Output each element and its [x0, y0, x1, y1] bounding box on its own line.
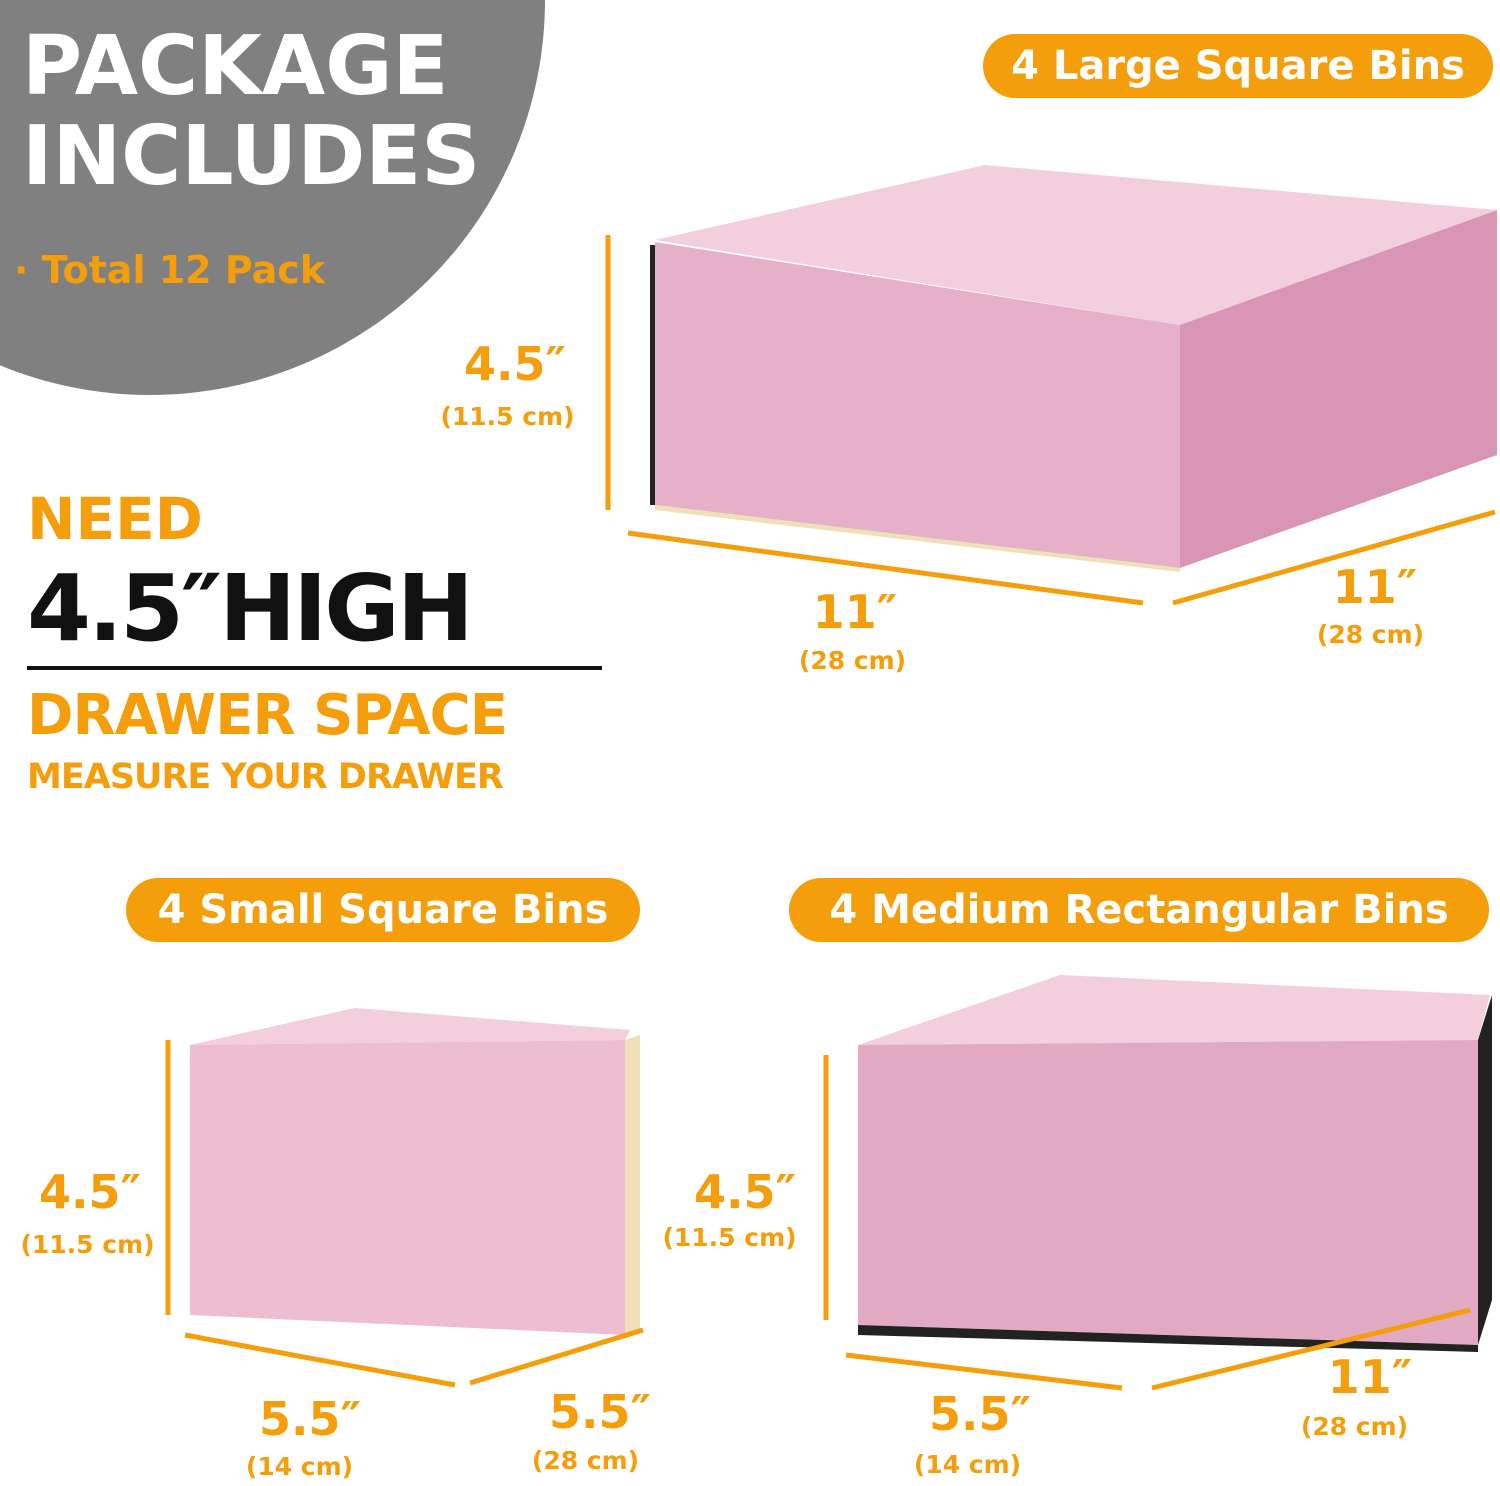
large-bins-label: 4 Large Square Bins — [983, 34, 1493, 98]
large-depth: 11″ — [1332, 560, 1418, 614]
large-height-cm: (11.5 cm) — [440, 402, 575, 431]
medium-depth-cm: (28 cm) — [1300, 1412, 1409, 1441]
medium-width-cm: (14 cm) — [913, 1450, 1022, 1479]
drawer-space-text: DRAWER SPACE — [27, 683, 508, 748]
medium-height: 4.5″ — [693, 1165, 797, 1219]
large-bin-image — [650, 165, 1497, 572]
large-width: 11″ — [812, 585, 898, 639]
medium-bins-label: 4 Medium Rectangular Bins — [789, 878, 1489, 942]
small-bins-label: 4 Small Square Bins — [126, 878, 640, 942]
medium-depth: 11″ — [1327, 1350, 1413, 1404]
small-height: 4.5″ — [38, 1165, 142, 1219]
medium-height-cm: (11.5 cm) — [662, 1223, 797, 1252]
dimension-lines — [165, 235, 1496, 1391]
divider-line — [27, 666, 602, 670]
large-width-cm: (28 cm) — [798, 646, 907, 675]
small-width: 5.5″ — [258, 1392, 362, 1446]
package-title-line1: PACKAGE — [22, 19, 449, 114]
gray-circle — [0, 0, 545, 395]
package-title-line2: INCLUDES — [22, 109, 481, 204]
medium-bin-image — [858, 975, 1492, 1352]
medium-width: 5.5″ — [928, 1387, 1032, 1441]
total-pack: · Total 12 Pack — [14, 248, 326, 292]
small-height-cm: (11.5 cm) — [20, 1230, 155, 1259]
small-bin-image — [190, 1008, 640, 1335]
large-depth-cm: (28 cm) — [1316, 620, 1425, 649]
large-height: 4.5″ — [463, 337, 567, 391]
need-text: NEED — [27, 485, 203, 553]
measure-text: MEASURE YOUR DRAWER — [27, 757, 504, 797]
small-depth-cm: (28 cm) — [531, 1446, 640, 1475]
small-depth: 5.5″ — [548, 1385, 652, 1439]
height-requirement: 4.5″HIGH — [27, 555, 474, 662]
small-width-cm: (14 cm) — [245, 1452, 354, 1481]
